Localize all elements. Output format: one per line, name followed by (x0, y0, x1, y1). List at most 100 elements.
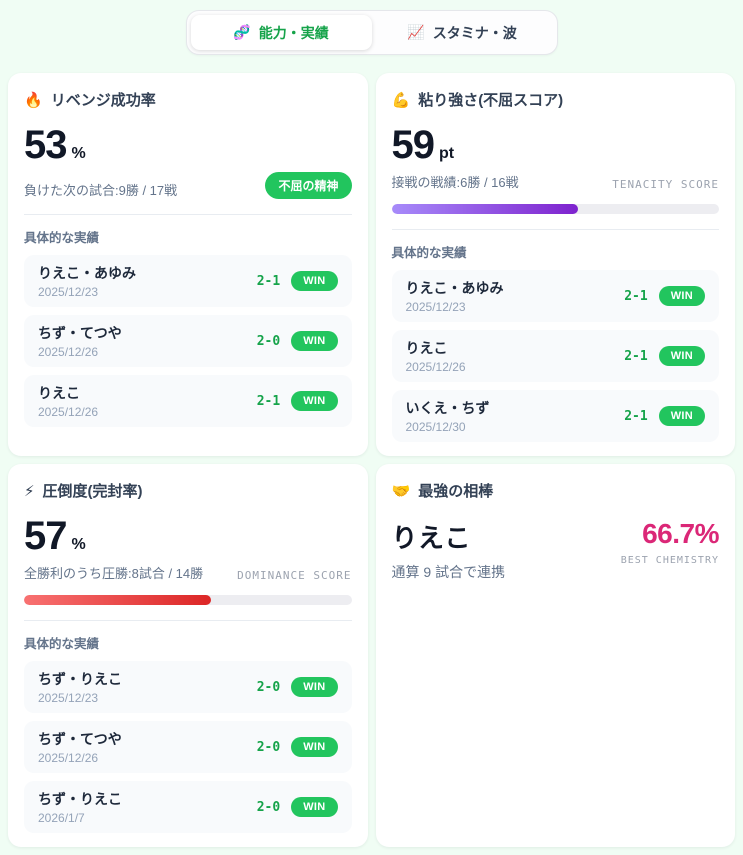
tenacity-progress-fill (391, 204, 579, 214)
win-badge: WIN (291, 391, 338, 411)
dna-icon: 🧬 (233, 24, 251, 40)
revenge-unit: % (71, 145, 86, 162)
match-info: りえこ 2025/12/26 (38, 383, 98, 419)
chemistry-percentage: 66.7% (642, 518, 719, 549)
match-date: 2025/12/26 (38, 345, 99, 359)
dominance-score-label: DOMINANCE SCORE (237, 569, 352, 582)
match-score: 2-0 (256, 333, 281, 349)
match-info: ちず・りえこ 2026/1/7 (38, 789, 122, 825)
tab-bar: 🧬 能力・実績 📈 スタミナ・波 (185, 10, 558, 55)
match-opponents: りえこ (38, 385, 80, 401)
revenge-subtext: 負けた次の試合:9勝 / 17戦 (24, 183, 178, 198)
divider (24, 214, 352, 215)
tenacity-progress-track (391, 204, 719, 214)
match-score: 2-1 (256, 273, 281, 289)
tab-stamina-wave[interactable]: 📈 スタミナ・波 (372, 15, 553, 50)
indomitable-spirit-badge: 不屈の精神 (265, 172, 352, 199)
dominance-progress-track (24, 595, 352, 605)
match-row: ちず・てつや 2025/12/26 2-0 WIN (24, 315, 352, 367)
dominance-progress-fill (24, 595, 211, 605)
tenacity-card: 💪 粘り強さ(不屈スコア) 59 pt 接戦の戦績:6勝 / 16戦 TENAC… (375, 73, 735, 456)
revenge-rate-card: 🔥 リベンジ成功率 53 % 負けた次の試合:9勝 / 17戦 不屈の精神 具体… (8, 73, 368, 456)
match-date: 2025/12/23 (38, 691, 99, 705)
tenacity-subtext: 接戦の戦績:6勝 / 16戦 (391, 175, 519, 190)
tenacity-value-row: 59 pt (392, 125, 720, 165)
partner-chemistry: 66.7% BEST CHEMISTRY (620, 518, 720, 566)
match-opponents: いくえ・ちず (405, 400, 490, 416)
tenacity-card-title: 粘り強さ(不屈スコア) (418, 92, 564, 109)
dominance-section-label: 具体的な実績 (24, 637, 100, 651)
match-opponents: ちず・りえこ (38, 791, 122, 807)
tenacity-value: 59 (391, 123, 435, 167)
match-row: ちず・りえこ 2026/1/7 2-0 WIN (24, 781, 352, 833)
match-info: いくえ・ちず 2025/12/30 (406, 398, 490, 434)
partner-body: りえこ 通算 9 試合で連携 66.7% BEST CHEMISTRY (392, 518, 720, 582)
win-badge: WIN (291, 677, 338, 697)
match-score: 2-0 (256, 799, 281, 815)
revenge-card-title: リベンジ成功率 (50, 92, 156, 109)
match-date: 2025/12/30 (405, 420, 466, 434)
match-info: ちず・りえこ 2025/12/23 (38, 669, 122, 705)
match-score: 2-1 (624, 288, 648, 304)
match-info: りえこ・あゆみ 2025/12/23 (38, 263, 136, 299)
tab-stamina-wave-label: スタミナ・波 (432, 24, 517, 41)
match-info: りえこ 2025/12/26 (406, 338, 466, 374)
handshake-icon: 🤝 (391, 482, 411, 500)
win-badge: WIN (658, 406, 705, 426)
dominance-meta-row: 全勝利のうち圧勝:8試合 / 14勝 DOMINANCE SCORE (24, 563, 352, 582)
revenge-value-row: 53 % (24, 125, 352, 165)
revenge-meta-row: 負けた次の試合:9勝 / 17戦 不屈の精神 (24, 172, 352, 199)
tab-ability-results[interactable]: 🧬 能力・実績 (190, 15, 372, 50)
match-info: ちず・てつや 2025/12/26 (38, 323, 122, 359)
match-result: 2-0 WIN (257, 737, 338, 757)
tenacity-card-header: 💪 粘り強さ(不屈スコア) (392, 89, 720, 110)
match-score: 2-1 (624, 348, 648, 364)
win-badge: WIN (658, 346, 705, 366)
revenge-card-header: 🔥 リベンジ成功率 (24, 89, 352, 110)
match-opponents: りえこ (405, 340, 448, 356)
match-date: 2025/12/23 (405, 300, 466, 314)
win-badge: WIN (291, 797, 338, 817)
dominance-card-title: 圧倒度(完封率) (42, 483, 143, 500)
match-result: 2-1 WIN (257, 271, 338, 291)
chart-up-icon: 📈 (407, 24, 425, 40)
fire-icon: 🔥 (24, 91, 43, 109)
match-row: ちず・りえこ 2025/12/23 2-0 WIN (24, 661, 352, 713)
match-score: 2-1 (256, 393, 281, 409)
match-date: 2025/12/23 (38, 285, 99, 299)
match-opponents: りえこ・あゆみ (38, 265, 136, 281)
partner-card-header: 🤝 最強の相棒 (392, 480, 720, 501)
chemistry-label: BEST CHEMISTRY (620, 555, 719, 566)
tenacity-unit: pt (439, 145, 455, 162)
match-row: りえこ 2025/12/26 2-1 WIN (391, 330, 719, 382)
match-row: いくえ・ちず 2025/12/30 2-1 WIN (391, 390, 719, 442)
dominance-subtext: 全勝利のうち圧勝:8試合 / 14勝 (24, 566, 204, 581)
match-opponents: ちず・てつや (38, 731, 122, 747)
dominance-value-row: 57 % (24, 516, 352, 556)
lightning-icon: ⚡ (24, 482, 35, 500)
best-partner-card: 🤝 最強の相棒 りえこ 通算 9 試合で連携 66.7% BEST CHEMIS… (375, 464, 735, 847)
tenacity-section-label: 具体的な実績 (391, 246, 467, 260)
win-badge: WIN (658, 286, 705, 306)
dominance-card-header: ⚡ 圧倒度(完封率) (24, 480, 352, 501)
tab-ability-results-label: 能力・実績 (258, 24, 329, 41)
match-row: ちず・てつや 2025/12/26 2-0 WIN (24, 721, 352, 773)
revenge-section-label: 具体的な実績 (24, 231, 100, 245)
dominance-value: 57 (24, 514, 67, 558)
muscle-icon: 💪 (391, 91, 411, 109)
win-badge: WIN (291, 737, 338, 757)
divider (391, 229, 719, 230)
match-row: りえこ 2025/12/26 2-1 WIN (24, 375, 352, 427)
match-score: 2-1 (624, 408, 648, 424)
match-score: 2-0 (256, 739, 281, 755)
match-date: 2025/12/26 (38, 751, 99, 765)
tenacity-meta-row: 接戦の戦績:6勝 / 16戦 TENACITY SCORE (392, 172, 720, 191)
match-result: 2-1 WIN (624, 406, 705, 426)
match-opponents: りえこ・あゆみ (405, 280, 504, 296)
partner-subtext: 通算 9 試合で連携 (391, 564, 506, 580)
match-row: りえこ・あゆみ 2025/12/23 2-1 WIN (391, 270, 719, 322)
divider (24, 620, 352, 621)
match-result: 2-1 WIN (624, 286, 705, 306)
match-row: りえこ・あゆみ 2025/12/23 2-1 WIN (24, 255, 352, 307)
